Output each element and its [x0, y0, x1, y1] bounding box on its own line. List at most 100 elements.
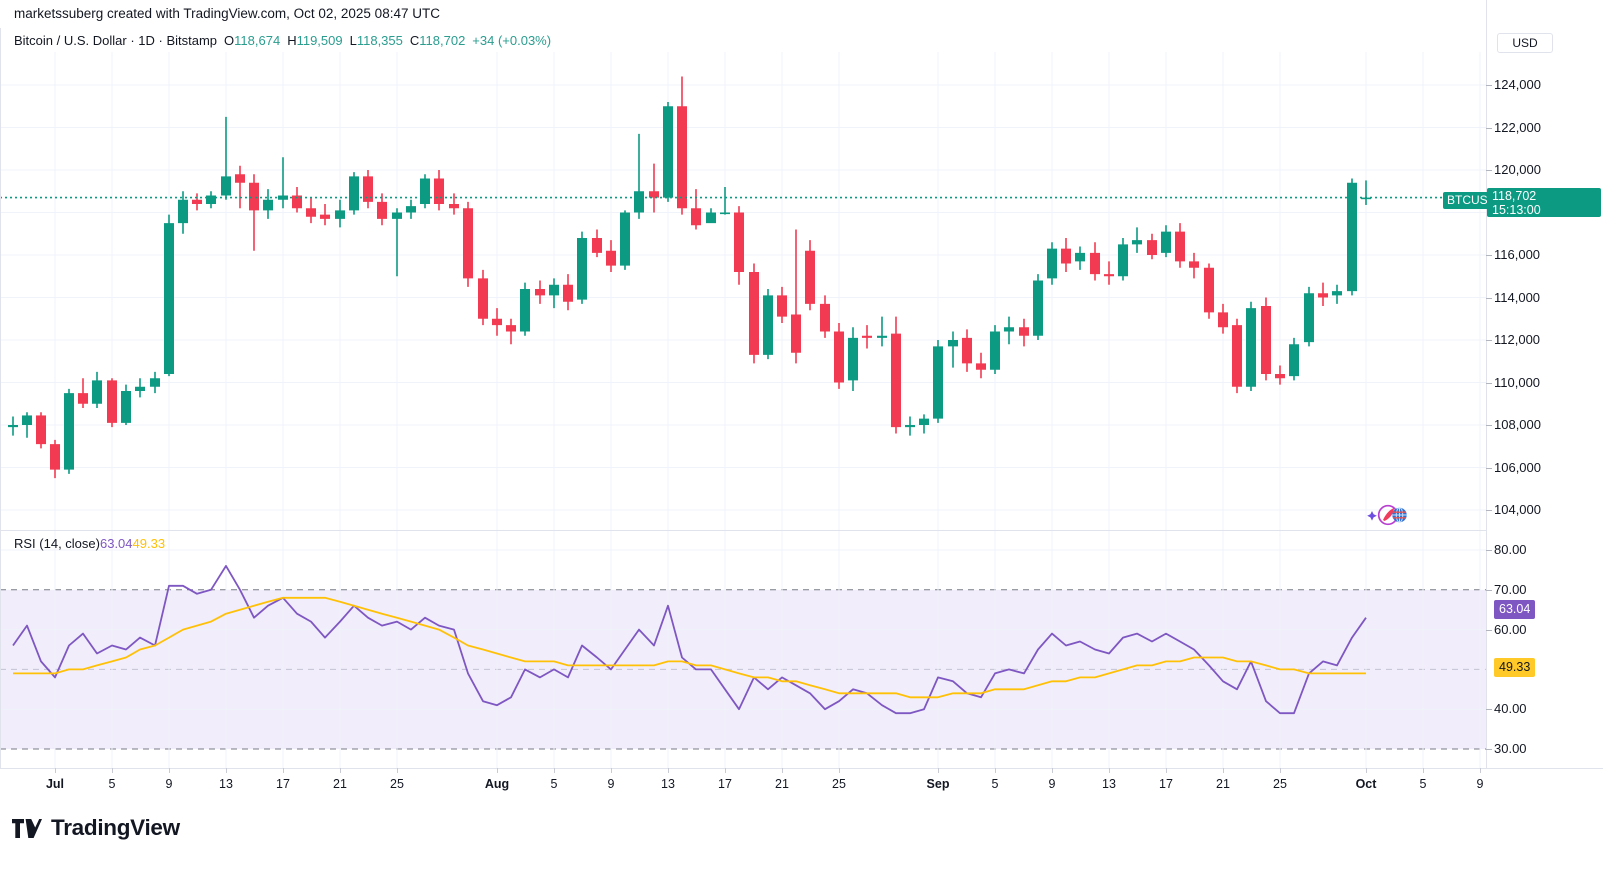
candle: [1261, 297, 1271, 381]
rsi-legend-value: 63.04: [99, 536, 133, 551]
last-price-tag: 118,702 15:13:00: [1487, 188, 1601, 217]
price-axis-tick: [1486, 297, 1492, 299]
legend-low-value: 118,355: [356, 33, 403, 48]
candle: [834, 323, 844, 389]
rsi-series-line: [13, 596, 1366, 699]
candle: [1289, 337, 1299, 381]
time-axis-label: 17: [1159, 777, 1173, 791]
legend-exchange: Bitstamp: [166, 33, 218, 48]
candle: [121, 384, 131, 425]
time-axis-tick: [169, 768, 170, 773]
candle: [1132, 227, 1142, 253]
candle: [406, 199, 416, 219]
candle: [50, 439, 60, 479]
candle: [962, 329, 972, 372]
candle: [164, 214, 174, 377]
candle: [891, 316, 901, 434]
candle: [1033, 274, 1043, 340]
time-axis-label: 17: [276, 777, 290, 791]
candle: [206, 191, 216, 209]
candle: [335, 199, 345, 228]
candle: [349, 172, 359, 215]
rsi-legend: RSI (14, close)63.0449.33: [14, 536, 165, 551]
candle: [948, 331, 958, 368]
candle: [463, 201, 473, 287]
legend-open-value: 118,674: [234, 33, 281, 48]
legend-close-value: 118,702: [419, 33, 466, 48]
candle: [720, 187, 730, 215]
candle: [263, 189, 273, 219]
candle: [577, 231, 587, 304]
time-axis-tick: [782, 768, 783, 773]
candle: [734, 206, 744, 285]
candle: [64, 388, 74, 474]
rsi-ma-value-tag: 49.33: [1494, 658, 1536, 677]
price-axis-tick-label: 114,000: [1494, 289, 1541, 305]
candle: [1318, 282, 1328, 306]
time-axis-tick: [1366, 768, 1367, 773]
candle: [1246, 301, 1256, 391]
attribution-text: marketssuberg created with TradingView.c…: [14, 6, 440, 21]
candle: [449, 193, 459, 215]
time-axis-tick: [1280, 768, 1281, 773]
candle: [8, 416, 18, 436]
price-axis-tick-label: 110,000: [1494, 374, 1541, 390]
candle: [1004, 316, 1014, 345]
candle: [377, 193, 387, 226]
candle: [663, 102, 673, 202]
candle: [135, 378, 145, 398]
chart-left-border: [0, 28, 1, 805]
candle: [1104, 261, 1114, 285]
candle: [777, 286, 787, 323]
time-axis-tick: [1166, 768, 1167, 773]
time-axis-tick: [611, 768, 612, 773]
legend-symbol[interactable]: Bitcoin / U.S. Dollar: [14, 33, 127, 48]
time-axis-label: Oct: [1355, 777, 1377, 791]
last-price-value: 118,702: [1492, 189, 1537, 203]
candle: [606, 240, 616, 272]
time-axis-tick: [725, 768, 726, 773]
price-pane[interactable]: [0, 52, 1486, 530]
candle: [506, 318, 516, 345]
candle: [1275, 365, 1285, 385]
candle: [221, 116, 231, 200]
candle: [1332, 284, 1342, 304]
time-axis-tick: [995, 768, 996, 773]
rsi-legend-title[interactable]: RSI (14, close): [14, 536, 100, 551]
time-axis-label: 9: [1048, 777, 1056, 791]
rsi-axis-tick: [1486, 550, 1492, 551]
time-axis-tick: [397, 768, 398, 773]
candle: [178, 191, 188, 234]
candle: [1161, 225, 1171, 258]
time-axis-label: 9: [165, 777, 173, 791]
price-axis-tick-label: 104,000: [1494, 502, 1541, 517]
time-axis-tick: [1223, 768, 1224, 773]
legend-high-value: 119,509: [296, 33, 343, 48]
candle: [107, 378, 117, 428]
candle: [478, 269, 488, 326]
candle: [1304, 286, 1314, 347]
time-axis-tick: [1052, 768, 1053, 773]
ai-sparkle-badge-icon: [1366, 501, 1408, 529]
candle: [805, 240, 815, 311]
rsi-pane[interactable]: [0, 531, 1486, 768]
time-axis-label: 17: [718, 777, 732, 791]
candle: [976, 352, 986, 379]
time-axis[interactable]: [0, 768, 1603, 805]
candle: [150, 371, 160, 394]
time-axis-tick: [1109, 768, 1110, 773]
time-axis-label: 5: [550, 777, 558, 791]
time-axis-tick: [554, 768, 555, 773]
time-axis-label: 25: [390, 777, 404, 791]
candle: [862, 325, 872, 349]
rsi-value-tag: 63.04: [1494, 600, 1536, 619]
price-axis-tick-label: 116,000: [1494, 247, 1541, 262]
legend-high-key: H: [287, 33, 297, 48]
candle: [1118, 238, 1128, 281]
legend-interval[interactable]: 1D: [138, 33, 155, 48]
currency-badge[interactable]: USD: [1497, 33, 1553, 53]
candle: [919, 414, 929, 434]
price-axis-tick-label: 106,000: [1494, 459, 1541, 475]
rsi-axis-tick-label: 70.00: [1494, 581, 1527, 597]
